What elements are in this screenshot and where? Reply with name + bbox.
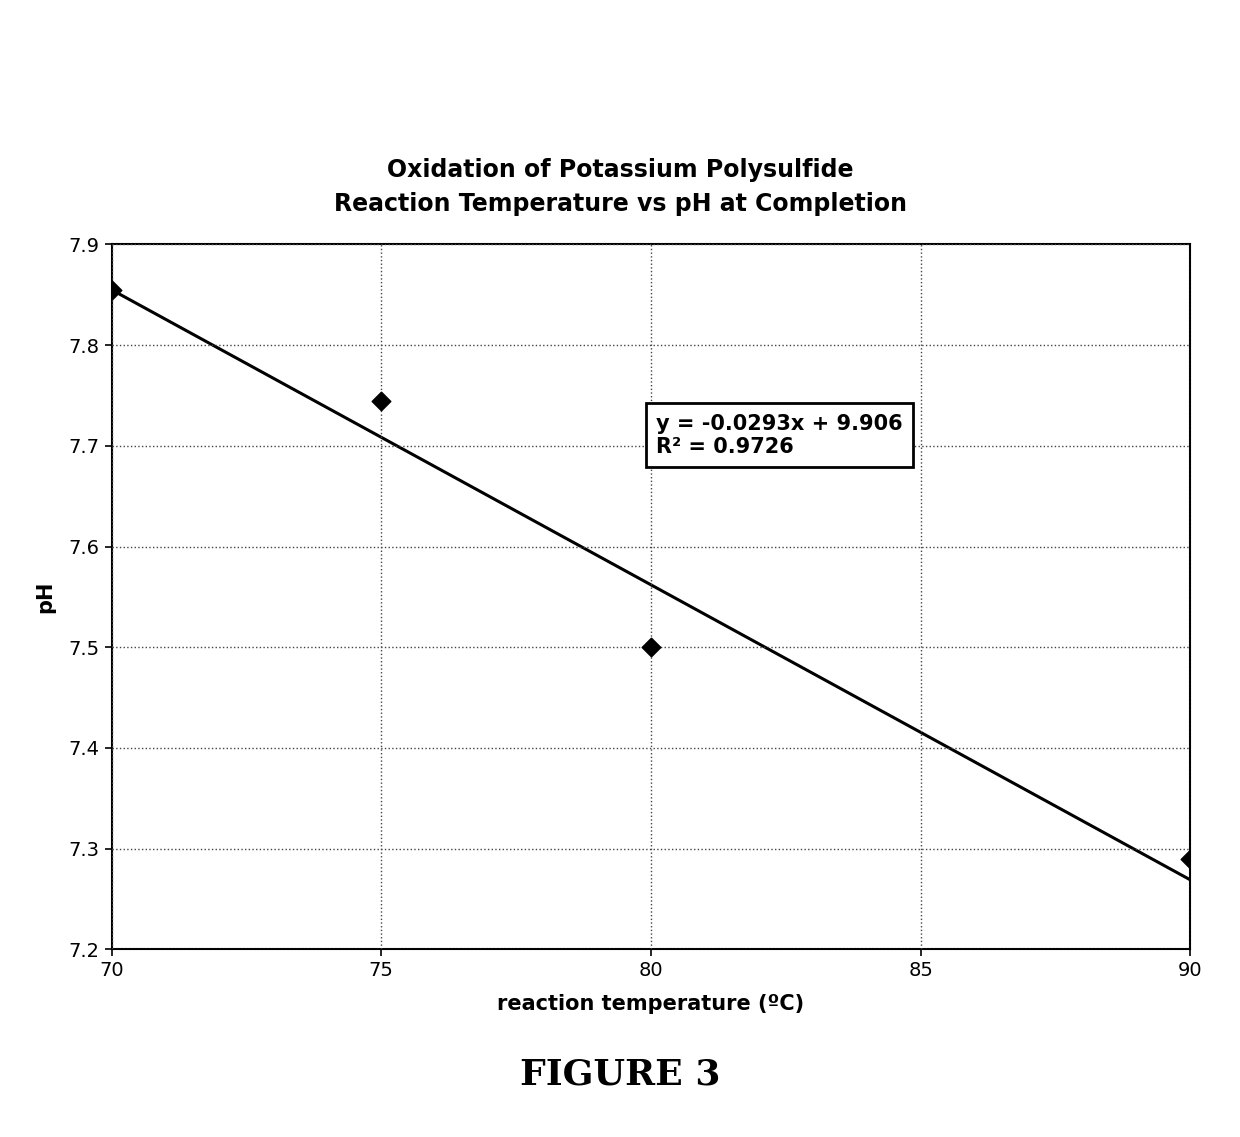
X-axis label: reaction temperature (ºC): reaction temperature (ºC) xyxy=(497,994,805,1014)
Point xyxy=(641,638,661,656)
Point xyxy=(372,391,392,409)
Y-axis label: pH: pH xyxy=(35,581,55,613)
Text: Oxidation of Potassium Polysulfide: Oxidation of Potassium Polysulfide xyxy=(387,158,853,182)
Text: y = -0.0293x + 9.906
R² = 0.9726: y = -0.0293x + 9.906 R² = 0.9726 xyxy=(656,414,903,457)
Text: Reaction Temperature vs pH at Completion: Reaction Temperature vs pH at Completion xyxy=(334,192,906,216)
Point xyxy=(102,281,122,299)
Point xyxy=(1180,849,1200,868)
Text: FIGURE 3: FIGURE 3 xyxy=(520,1057,720,1092)
